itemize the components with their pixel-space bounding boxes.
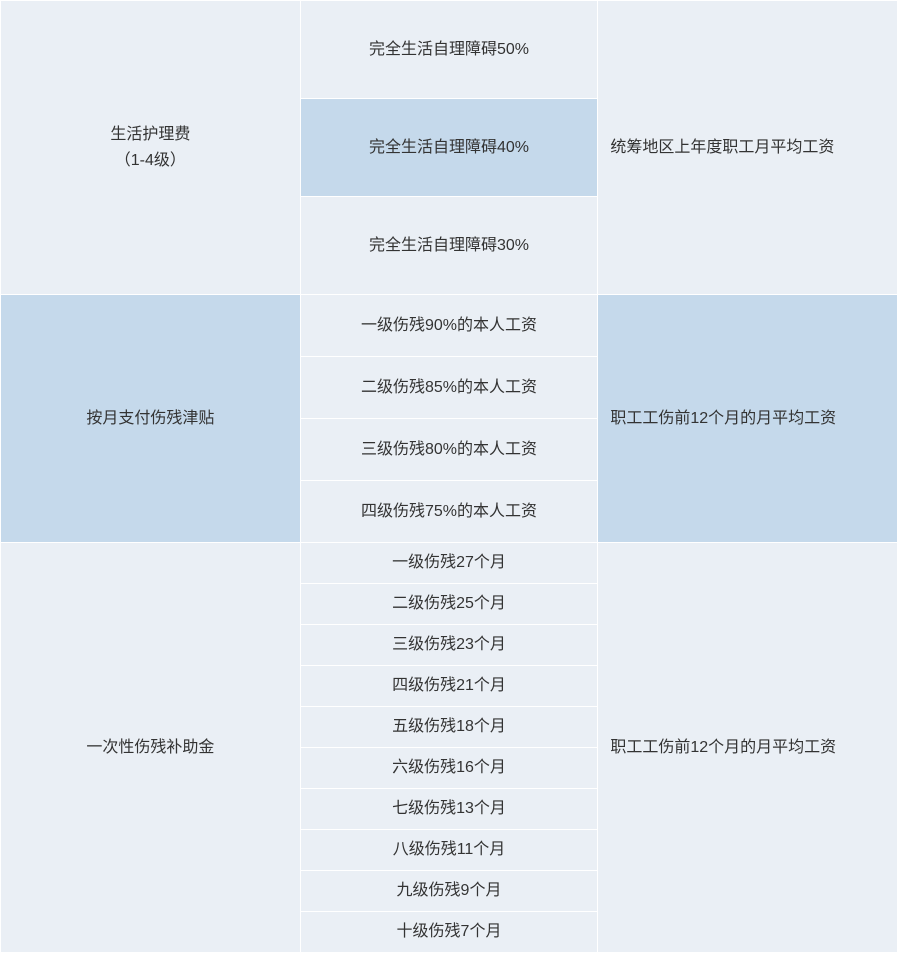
table-row: 一次性伤残补助金 一级伤残27个月 职工工伤前12个月的月平均工资: [1, 543, 898, 584]
basis-cell: 职工工伤前12个月的月平均工资: [598, 295, 898, 543]
detail-cell: 二级伤残25个月: [300, 584, 598, 625]
category-cell: 按月支付伤残津贴: [1, 295, 301, 543]
detail-cell: 完全生活自理障碍50%: [300, 1, 598, 99]
detail-cell: 一级伤残90%的本人工资: [300, 295, 598, 357]
detail-cell: 二级伤残85%的本人工资: [300, 357, 598, 419]
detail-cell: 九级伤残9个月: [300, 871, 598, 912]
detail-cell: 三级伤残80%的本人工资: [300, 419, 598, 481]
detail-cell: 三级伤残23个月: [300, 625, 598, 666]
detail-cell: 八级伤残11个月: [300, 830, 598, 871]
detail-cell: 十级伤残7个月: [300, 912, 598, 953]
compensation-table: 生活护理费 （1-4级） 完全生活自理障碍50% 统筹地区上年度职工月平均工资 …: [0, 0, 898, 953]
detail-cell: 一级伤残27个月: [300, 543, 598, 584]
detail-cell: 七级伤残13个月: [300, 789, 598, 830]
category-label-line2: （1-4级）: [13, 148, 288, 174]
detail-cell: 四级伤残75%的本人工资: [300, 481, 598, 543]
category-cell: 一次性伤残补助金: [1, 543, 301, 953]
detail-cell: 六级伤残16个月: [300, 748, 598, 789]
detail-cell: 四级伤残21个月: [300, 666, 598, 707]
table-row: 生活护理费 （1-4级） 完全生活自理障碍50% 统筹地区上年度职工月平均工资: [1, 1, 898, 99]
category-label-line1: 生活护理费: [13, 122, 288, 148]
table-row: 按月支付伤残津贴 一级伤残90%的本人工资 职工工伤前12个月的月平均工资: [1, 295, 898, 357]
basis-cell: 统筹地区上年度职工月平均工资: [598, 1, 898, 295]
category-cell: 生活护理费 （1-4级）: [1, 1, 301, 295]
detail-cell: 完全生活自理障碍40%: [300, 99, 598, 197]
detail-cell: 完全生活自理障碍30%: [300, 197, 598, 295]
basis-cell: 职工工伤前12个月的月平均工资: [598, 543, 898, 953]
detail-cell: 五级伤残18个月: [300, 707, 598, 748]
